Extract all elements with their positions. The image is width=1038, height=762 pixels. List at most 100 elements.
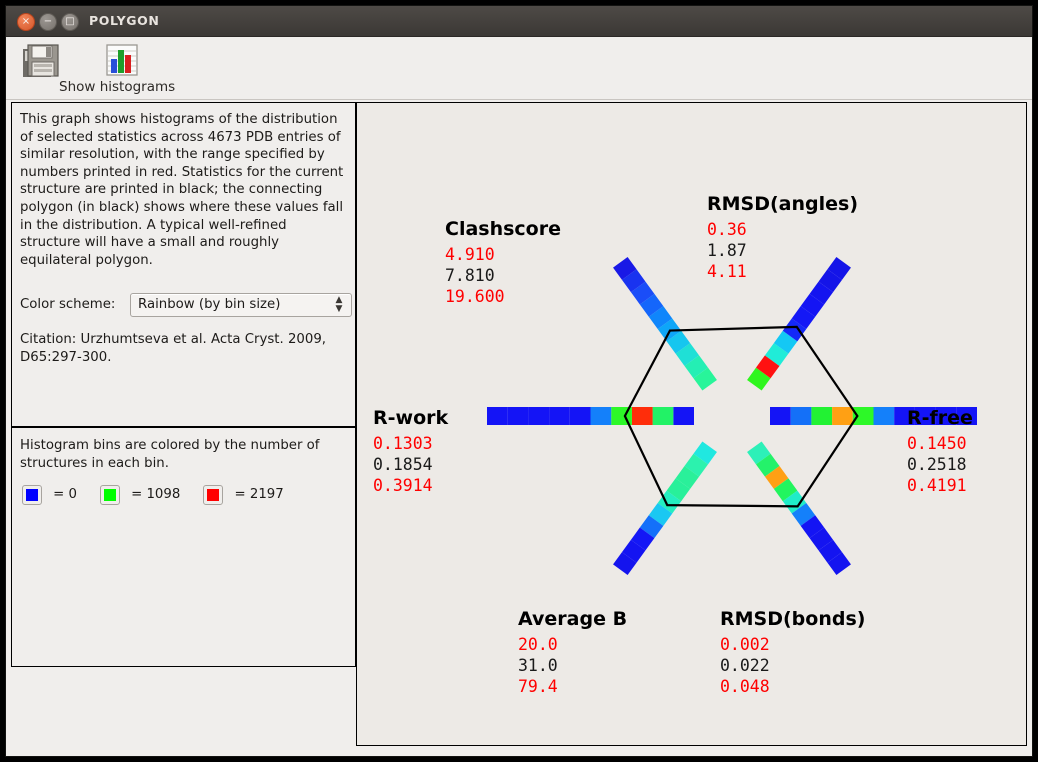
maximize-window-button[interactable]: □	[61, 13, 79, 31]
axis-max-value: 79.4	[518, 677, 558, 696]
title-bar: × − □ POLYGON	[6, 6, 1032, 37]
histogram-bin	[549, 407, 570, 425]
histogram-bin	[755, 453, 780, 477]
legend-item-label: = 2197	[234, 487, 284, 503]
histogram-bin	[673, 407, 694, 425]
spoke-r-work	[487, 407, 694, 425]
chevron-updown-icon: ▲ ▼	[335, 295, 343, 314]
axis-value-value: 1.87	[707, 241, 747, 260]
axis-min-value: 4.910	[445, 245, 495, 264]
histogram-bin	[666, 330, 691, 354]
histogram-bin	[590, 407, 612, 425]
histogram-bin	[770, 407, 791, 425]
histogram-bin	[832, 407, 853, 425]
histogram-bin	[755, 355, 780, 379]
legend-color-swatch-green	[100, 484, 121, 505]
histogram-bin	[613, 552, 637, 576]
histogram-bin	[569, 407, 591, 425]
histogram-bin	[773, 330, 798, 354]
legend-item: = 2197	[203, 484, 284, 505]
axis-min-value: 0.36	[707, 220, 747, 239]
axis-min-value: 0.1303	[373, 434, 433, 453]
minimize-window-button[interactable]: −	[39, 13, 57, 31]
histogram-bin	[684, 453, 709, 477]
connecting-polygon	[623, 325, 859, 508]
histogram-bin	[811, 407, 833, 425]
histogram-bin	[873, 407, 895, 425]
histogram-bin	[800, 293, 825, 317]
spoke-clashscore	[613, 256, 717, 391]
axis-min-value: 20.0	[518, 635, 558, 654]
axis-title: Average B	[518, 608, 627, 630]
axis-value-value: 0.1854	[373, 455, 433, 474]
color-scheme-select[interactable]: Rainbow (by bin size) ▲ ▼	[130, 293, 352, 317]
toolbar: Show histograms	[6, 37, 1032, 100]
histogram-bin	[648, 502, 673, 526]
histogram-bin	[818, 269, 843, 293]
spoke-rmsd-bonds	[747, 441, 851, 576]
show-histograms-button[interactable]	[104, 43, 140, 83]
legend-item-label: = 1098	[131, 487, 181, 503]
histogram-bin	[809, 527, 834, 551]
legend-item: = 0	[22, 484, 77, 505]
histogram-bin	[630, 527, 655, 551]
histogram-bin	[914, 407, 936, 425]
histogram-bin	[782, 490, 807, 514]
show-histograms-label: Show histograms	[59, 79, 176, 95]
spoke-average-b	[613, 441, 717, 576]
axis-title: RMSD(bonds)	[720, 608, 865, 630]
histogram-bin	[782, 318, 807, 342]
histogram-bin	[852, 407, 874, 425]
histogram-bin	[666, 478, 691, 502]
histogram-bin	[648, 306, 673, 330]
histogram-bin	[827, 552, 851, 576]
histogram-bin	[652, 407, 674, 425]
bar-chart-icon	[106, 44, 138, 76]
histogram-bin	[827, 256, 851, 280]
histogram-bin	[935, 407, 957, 425]
histogram-bin	[894, 407, 915, 425]
close-window-button[interactable]: ×	[17, 13, 35, 31]
histogram-bin	[693, 441, 717, 465]
histogram-bin	[773, 478, 798, 502]
legend-color-swatch-blue	[22, 484, 42, 505]
save-button[interactable]	[20, 43, 66, 87]
axis-max-value: 19.600	[445, 287, 505, 306]
floppy-disk-icon	[23, 44, 59, 77]
histogram-bin	[639, 293, 664, 317]
histogram-bin	[800, 515, 825, 539]
citation-text: Citation: Urzhumtseva et al. Acta Cryst.…	[20, 332, 327, 365]
axis-max-value: 0.3914	[373, 476, 433, 495]
legend-box: Histogram bins are colored by the number…	[11, 427, 356, 667]
maximize-icon: □	[65, 16, 75, 27]
close-icon: ×	[21, 16, 31, 27]
histogram-bin	[764, 343, 789, 366]
window-title: POLYGON	[89, 13, 160, 28]
histogram-bin	[631, 407, 653, 425]
histogram-bin	[613, 256, 637, 280]
axis-title: RMSD(angles)	[707, 193, 858, 215]
axis-max-value: 0.4191	[907, 476, 967, 495]
axis-title: Clashscore	[445, 218, 561, 240]
polygon-graph-panel[interactable]: Clashscore 4.910 7.810 19.600 RMSD(angles) 0.…	[356, 102, 1027, 746]
histogram-bin	[507, 407, 529, 425]
histogram-bin	[684, 355, 709, 379]
minimize-icon: −	[43, 16, 53, 27]
polygon-chart: Clashscore 4.910 7.810 19.600 RMSD(angles) 0.…	[373, 193, 977, 696]
histogram-bin	[764, 466, 789, 489]
color-scheme-row: Color scheme: Rainbow (by bin size) ▲ ▼	[20, 293, 352, 319]
spoke-rmsd-angles	[747, 256, 851, 391]
axis-max-value: 0.048	[720, 677, 770, 696]
left-panel: This graph shows histograms of the distr…	[11, 102, 356, 746]
app-window: × − □ POLYGON	[5, 5, 1033, 757]
histogram-bin	[791, 306, 816, 330]
legend-color-swatch-red	[203, 484, 224, 505]
description-text: This graph shows histograms of the distr…	[20, 112, 344, 268]
axis-value-value: 0.022	[720, 656, 770, 675]
legend-row: = 0 = 1098 = 2197	[22, 484, 302, 506]
histogram-bin	[630, 281, 655, 305]
histogram-bin	[747, 367, 771, 391]
histogram-bin	[747, 441, 771, 465]
axis-value-value: 0.2518	[907, 455, 967, 474]
axis-value-value: 7.810	[445, 266, 495, 285]
